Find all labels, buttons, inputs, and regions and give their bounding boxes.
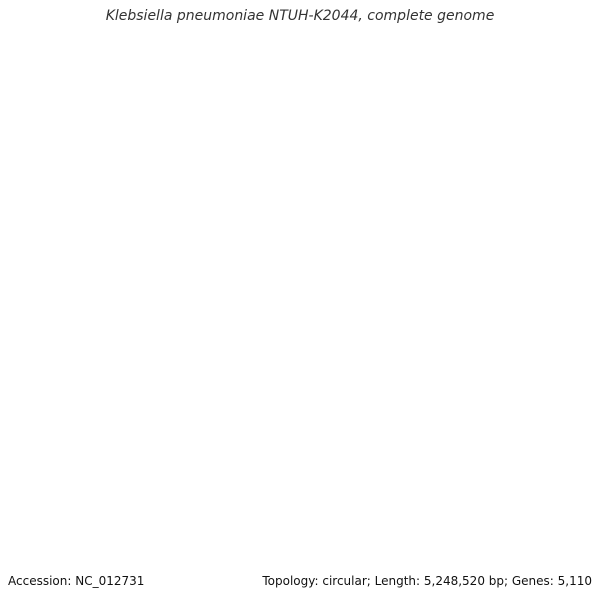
map-title: Klebsiella pneumoniae NTUH-K2044, comple… (105, 8, 495, 24)
genome-stats-text: Topology: circular; Length: 5,248,520 bp… (262, 574, 592, 588)
accession-text: Accession: NC_012731 (8, 574, 145, 588)
